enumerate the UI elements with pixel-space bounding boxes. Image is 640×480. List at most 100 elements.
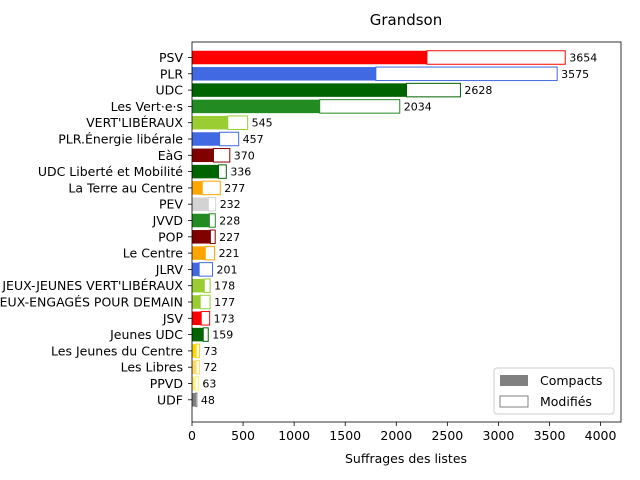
legend-label-compacts: Compacts [540, 373, 602, 388]
legend-swatch-modifies [499, 395, 529, 408]
bar-compacts [192, 132, 220, 146]
x-tick-label: 0 [188, 428, 196, 443]
x-axis-ticks: 0 500 1000 1500 2000 2500 3000 3500 4000 [188, 422, 617, 443]
category-label: UDC [155, 83, 183, 98]
value-label: 177 [214, 296, 235, 309]
bar-compacts [192, 278, 205, 293]
category-label: JLRV [155, 262, 184, 277]
bar-modifies [406, 82, 461, 98]
category-label: JEUX-ENGAGÉS POUR DEMAIN [0, 295, 183, 310]
category-label: PLR [160, 66, 184, 81]
x-tick-label: 2000 [380, 428, 412, 443]
category-label: VERT'LIBÉRAUX [86, 115, 183, 130]
bar-modifies [198, 262, 214, 277]
category-label: JSV [162, 311, 184, 326]
value-label: 232 [220, 198, 241, 211]
x-tick-label: 2500 [431, 428, 463, 443]
bar-compacts [192, 246, 206, 260]
bar-modifies [218, 164, 227, 179]
value-label: 228 [219, 215, 240, 228]
category-label: UDC Liberté et Mobilité [38, 164, 183, 179]
value-label: 457 [243, 133, 264, 146]
legend-swatch-compacts [500, 375, 528, 386]
bar-compacts [192, 50, 427, 65]
legend: Compacts Modifiés [493, 367, 615, 415]
bar-modifies [227, 115, 249, 130]
bar-modifies [194, 376, 199, 391]
value-label: 48 [201, 394, 215, 407]
bar-compacts [192, 181, 203, 195]
bar-modifies [212, 148, 231, 163]
bar-compacts [192, 327, 204, 342]
bar-compacts [192, 164, 219, 179]
plot-frame [191, 41, 622, 423]
bar-modifies [203, 278, 211, 293]
category-label: PLR.Énergie libérale [58, 132, 183, 147]
value-label: 201 [217, 263, 238, 276]
x-tick-label: 3500 [534, 428, 566, 443]
bar-modifies [199, 294, 211, 310]
bar-compacts [192, 262, 200, 277]
value-label: 3654 [569, 52, 597, 65]
bar-compacts [192, 83, 407, 97]
category-label: EàG [158, 148, 183, 163]
bar-compacts [192, 360, 197, 374]
value-label: 2628 [464, 84, 492, 97]
value-label: 277 [224, 182, 245, 195]
bar-compacts [192, 393, 196, 407]
value-label: 2034 [404, 100, 432, 113]
bar-compacts [192, 344, 197, 358]
bar-compacts [192, 376, 196, 391]
bar-compacts [192, 295, 201, 309]
bar-modifies [202, 327, 209, 342]
category-label: PEV [159, 197, 183, 212]
value-label: 63 [202, 378, 216, 391]
bar-compacts [192, 311, 202, 326]
bar-compacts [192, 99, 320, 114]
bar-modifies [209, 229, 216, 245]
value-label: 73 [203, 345, 217, 358]
bar-compacts [192, 148, 214, 163]
x-tick-label: 4000 [585, 428, 617, 443]
bar-compacts [192, 67, 376, 81]
bars [192, 50, 566, 408]
x-tick-label: 1000 [278, 428, 310, 443]
chart-title: Grandson [370, 11, 443, 29]
category-label: Les Vert·e·s [111, 99, 183, 114]
x-tick-label: 500 [231, 428, 255, 443]
legend-label-modifies: Modifiés [540, 394, 592, 409]
bar-modifies [195, 359, 200, 375]
bar-modifies [195, 343, 200, 359]
value-label: 227 [219, 231, 240, 244]
x-tick-label: 1500 [329, 428, 361, 443]
value-label: 545 [252, 117, 273, 130]
value-label: 370 [234, 149, 255, 162]
bar-modifies [426, 50, 566, 65]
category-label: Les Libres [121, 360, 183, 375]
bar-modifies [319, 99, 401, 114]
bar-modifies [208, 213, 216, 228]
bar-modifies [195, 392, 198, 408]
value-label: 173 [214, 312, 235, 325]
category-label: Le Centre [123, 246, 184, 261]
category-label: JEUX-JEUNES VERT'LIBÉRAUX [1, 278, 183, 293]
category-label: PSV [159, 50, 183, 65]
value-label: 3575 [561, 68, 589, 81]
bar-modifies [207, 196, 217, 212]
category-label: JVVD [152, 213, 183, 228]
value-label: 221 [219, 247, 240, 260]
value-labels: 3654 3575 2628 2034 545 457 370 336 277 232 228 227… [201, 52, 597, 407]
bar-modifies [375, 66, 558, 82]
bar-compacts [192, 230, 211, 244]
bar-modifies [219, 131, 240, 147]
value-label: 159 [212, 329, 233, 342]
value-label: 336 [230, 166, 251, 179]
bar-modifies [204, 245, 216, 261]
value-label: 178 [214, 280, 235, 293]
category-label: La Terre au Centre [68, 180, 183, 195]
bar-modifies [200, 311, 211, 326]
category-label: POP [158, 229, 183, 244]
bar-modifies [201, 180, 221, 196]
